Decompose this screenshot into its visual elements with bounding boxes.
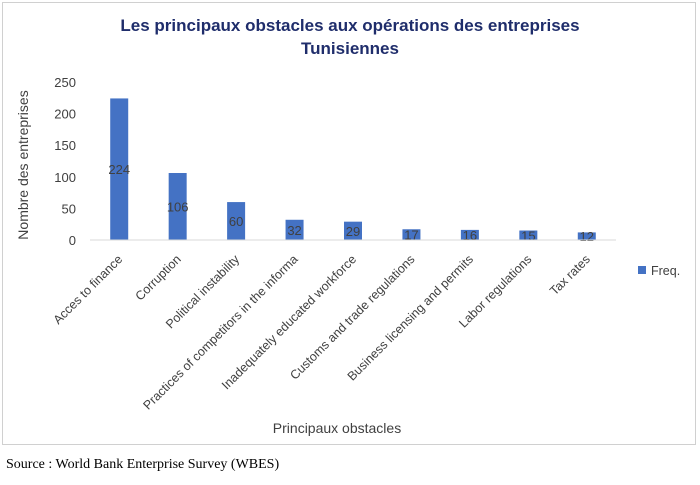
data-label: 106 [167,200,189,215]
bar [519,230,538,240]
bars [110,98,596,240]
y-tick-label: 250 [54,75,76,90]
y-tick-label: 50 [62,201,76,216]
bar [110,98,129,240]
legend-swatch [638,266,646,274]
chart-frame [2,2,696,445]
bar-chart: Les principaux obstacles aux opérations … [15,16,680,436]
bar [285,219,304,240]
bar [577,232,596,240]
bar [402,229,421,240]
data-labels: 224 106 60 32 29 17 16 15 12 [108,162,594,244]
legend-label: Freq. [651,264,680,278]
y-axis-ticks: 0 50 100 150 200 250 [54,75,76,248]
source-note: Source : World Bank Enterprise Survey (W… [6,457,280,472]
data-label: 12 [580,229,594,244]
data-label: 224 [108,162,130,177]
data-label: 60 [229,214,243,229]
bar [460,229,479,240]
data-label: 32 [287,223,301,238]
category-label: Customs and trade regulations [287,252,417,382]
legend: Freq. [638,264,680,278]
data-label: 16 [463,228,477,243]
category-label: Corruption [133,252,184,303]
y-tick-label: 100 [54,170,76,185]
chart-title-line-1: Les principaux obstacles aux opérations … [120,16,579,35]
data-label: 15 [521,228,535,243]
y-tick-label: 0 [69,233,76,248]
y-axis-title: Nombre des entreprises [15,90,31,239]
data-label: 17 [404,228,418,243]
x-axis-title: Principaux obstacles [273,420,401,436]
y-tick-label: 150 [54,138,76,153]
chart-title-line-2: Tunisiennes [301,39,399,58]
y-tick-label: 200 [54,107,76,122]
category-label: Business licensing and permits [345,252,476,383]
bar [168,173,187,240]
data-label: 29 [346,224,360,239]
bar [344,221,362,240]
bar [227,202,246,240]
category-label: Tax rates [547,252,593,298]
category-label: Acces to finance [51,252,126,327]
